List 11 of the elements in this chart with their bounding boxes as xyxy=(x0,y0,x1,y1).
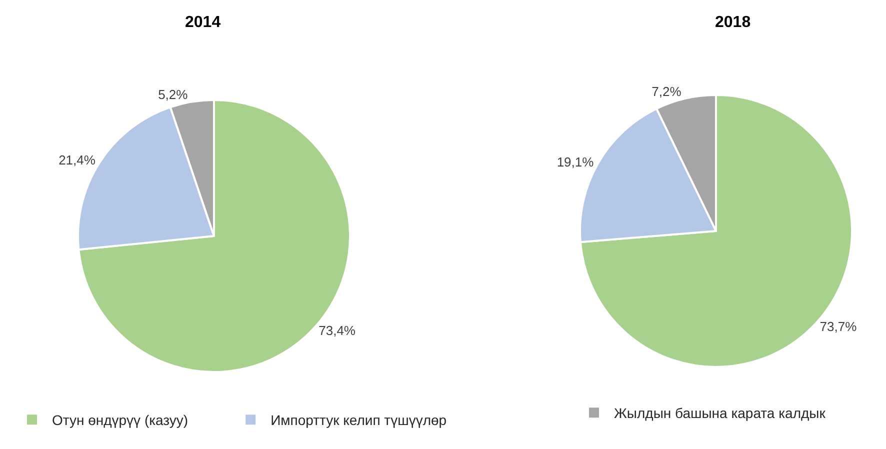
chart-title: 2014 xyxy=(185,14,221,31)
legend-label: Жылдын башына карата калдык xyxy=(614,405,826,422)
data-label: 5,2% xyxy=(158,87,188,102)
data-label: 73,7% xyxy=(820,319,858,334)
chart-title: 2018 xyxy=(715,14,751,31)
legend-label: Импорттук келип түшүүлөр xyxy=(270,412,447,428)
data-label: 21,4% xyxy=(58,152,96,168)
data-label: 19,1% xyxy=(556,154,594,170)
data-label: 73,4% xyxy=(318,323,356,338)
data-label: 7,2% xyxy=(652,84,682,99)
legend-label: Отун өндүрүү (казуу) xyxy=(52,412,188,428)
